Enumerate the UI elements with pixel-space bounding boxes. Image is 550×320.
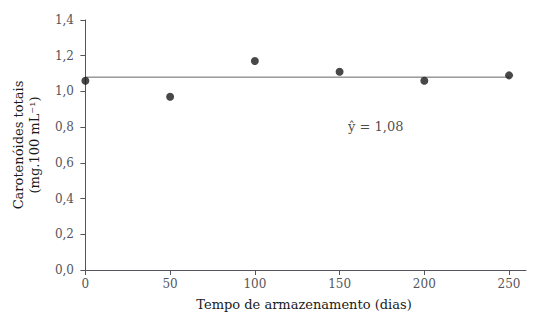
svg-text:250: 250 xyxy=(498,277,521,291)
svg-text:1,2: 1,2 xyxy=(55,49,74,63)
svg-text:100: 100 xyxy=(243,277,266,291)
svg-text:1,0: 1,0 xyxy=(55,84,74,98)
svg-text:Tempo de armazenamento (dias): Tempo de armazenamento (dias) xyxy=(196,297,411,312)
svg-text:(mg.100 mL⁻¹): (mg.100 mL⁻¹) xyxy=(27,97,42,194)
svg-text:0,2: 0,2 xyxy=(55,227,74,241)
svg-text:0,0: 0,0 xyxy=(55,263,74,277)
svg-text:0,4: 0,4 xyxy=(55,192,74,206)
svg-text:Carotenóides totais: Carotenóides totais xyxy=(11,81,26,210)
svg-text:50: 50 xyxy=(162,277,177,291)
svg-text:1,4: 1,4 xyxy=(55,13,74,27)
svg-text:200: 200 xyxy=(413,277,436,291)
svg-text:ŷ = 1,08: ŷ = 1,08 xyxy=(347,119,403,134)
svg-text:0,8: 0,8 xyxy=(55,120,74,134)
svg-text:0,6: 0,6 xyxy=(55,156,74,170)
svg-text:0: 0 xyxy=(82,277,90,291)
svg-text:150: 150 xyxy=(328,277,351,291)
